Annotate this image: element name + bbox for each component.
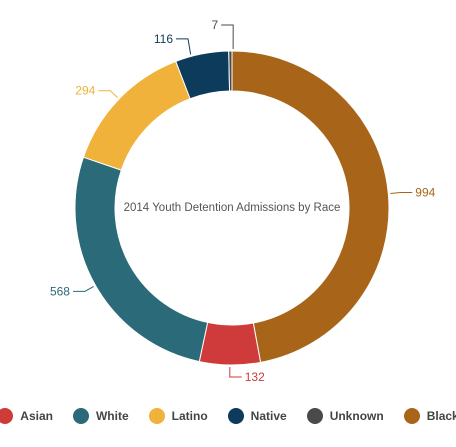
data-label-black: 994 xyxy=(415,186,435,200)
leader-line-black xyxy=(390,192,413,194)
slice-unknown[interactable] xyxy=(228,50,233,92)
data-labels-layer: 994 132 568 294 116 7 xyxy=(50,18,436,384)
slice-asian[interactable] xyxy=(198,321,262,366)
data-label-white: 568 xyxy=(50,284,70,298)
slice-latino[interactable] xyxy=(82,60,191,171)
legend-swatch-asian xyxy=(0,408,14,424)
slice-white[interactable] xyxy=(74,156,209,363)
legend-label-asian: Asian xyxy=(20,409,53,423)
data-label-unknown: 7 xyxy=(212,18,219,32)
data-label-latino: 294 xyxy=(75,84,95,98)
legend-item-asian[interactable]: Asian xyxy=(0,408,53,424)
legend-swatch-unknown xyxy=(306,408,323,424)
leader-line-latino xyxy=(98,90,118,98)
data-label-asian: 132 xyxy=(245,370,265,384)
legend-item-white[interactable]: White xyxy=(72,408,129,424)
legend-label-native: Native xyxy=(250,409,287,423)
legend-swatch-latino xyxy=(148,408,165,424)
legend-item-latino[interactable]: Latino xyxy=(148,408,208,424)
legend-label-white: White xyxy=(95,409,129,423)
donut-chart-svg: 994 132 568 294 116 7 2014 Youth Detention Ad… xyxy=(50,18,436,384)
legend-item-unknown[interactable]: Unknown xyxy=(306,408,384,424)
legend-label-latino: Latino xyxy=(171,409,208,423)
data-label-native: 116 xyxy=(154,32,173,46)
legend-swatch-black xyxy=(403,408,420,424)
chart-legend: Asian White Latino Native Unknown Black xyxy=(0,408,456,424)
leader-line-asian xyxy=(229,366,242,378)
leader-line-white xyxy=(72,285,94,292)
legend-label-unknown: Unknown xyxy=(329,409,384,423)
slice-black[interactable] xyxy=(231,50,390,363)
legend-item-black[interactable]: Black xyxy=(403,408,456,424)
leader-line-unknown xyxy=(221,24,234,50)
legend-label-black: Black xyxy=(426,409,456,423)
chart-title: 2014 Youth Detention Admissions by Race xyxy=(124,202,341,214)
legend-item-native[interactable]: Native xyxy=(227,408,287,424)
leader-line-native xyxy=(176,38,192,55)
legend-swatch-native xyxy=(227,408,244,424)
slices-layer xyxy=(74,50,390,366)
legend-swatch-white xyxy=(72,408,89,424)
